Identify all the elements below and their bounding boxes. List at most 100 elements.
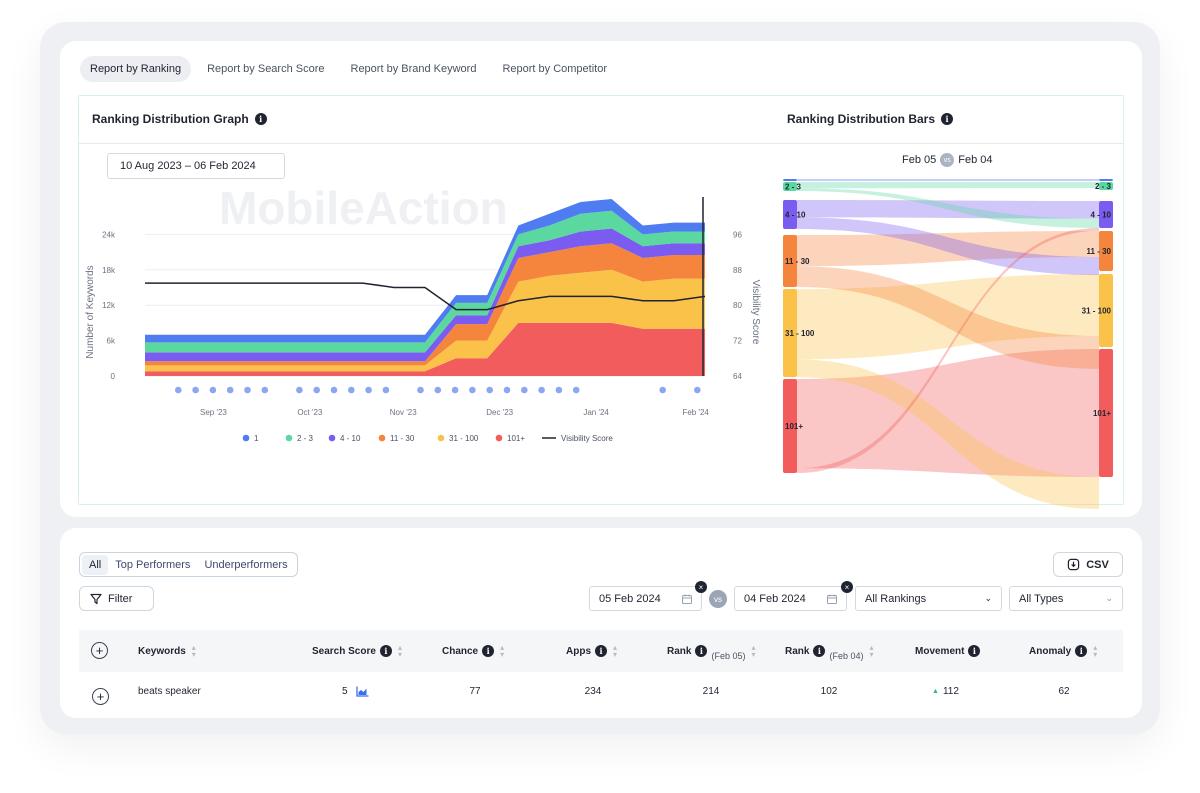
header-rank-a-label: Rank — [667, 645, 692, 657]
types-select[interactable]: All Types ⌄ — [1009, 586, 1123, 611]
sankey-right-node — [1099, 182, 1113, 190]
info-icon[interactable]: i — [813, 645, 826, 657]
chart-legend: 1 2 - 3 4 - 10 11 - 30 31 - 100 101+ Visibilit… — [242, 434, 613, 443]
cell-rank-b: 102 — [820, 686, 838, 697]
info-icon[interactable]: i — [941, 113, 954, 125]
card-header: Ranking Distribution Graph i Ranking Dis… — [79, 96, 1123, 144]
legend-dot — [242, 434, 250, 442]
sankey-right-node — [1099, 179, 1113, 181]
csv-button[interactable]: CSV — [1053, 552, 1123, 577]
types-value: All Types — [1019, 592, 1064, 605]
info-icon[interactable]: i — [379, 645, 392, 657]
y2-tick-label: 80 — [733, 301, 742, 310]
expand-row-icon[interactable]: + — [92, 688, 109, 705]
header-anomaly[interactable]: Anomaly i ▴ ▾ — [1029, 630, 1097, 672]
watermark-text: MobileAction — [219, 182, 508, 234]
header-rank-a[interactable]: Rank i (Feb 05) ▴ ▾ — [667, 630, 755, 672]
chevron-down-icon: ⌄ — [984, 593, 992, 603]
tab-report-by-competitor[interactable]: Report by Competitor — [502, 63, 607, 75]
sort-icon: ▴ ▾ — [869, 643, 874, 659]
date-a-input[interactable]: 05 Feb 2024 — [589, 586, 702, 611]
sankey-flow — [797, 359, 1099, 509]
annotation-marker — [555, 386, 563, 394]
sankey-flow — [797, 266, 1099, 369]
visibility-score-line — [145, 282, 706, 311]
sankey-right-label: 31 - 100 — [1082, 307, 1112, 316]
segment-underperformers[interactable]: Underperformers — [204, 558, 288, 571]
rankings-select[interactable]: All Rankings ⌄ — [855, 586, 1002, 611]
info-icon[interactable]: i — [1075, 645, 1088, 657]
sankey-flow — [797, 274, 1099, 360]
header-rank-b-date: (Feb 04) — [829, 651, 864, 661]
date-b-input[interactable]: 04 Feb 2024 — [734, 586, 847, 611]
header-apps[interactable]: Apps i ▴ ▾ — [566, 630, 617, 672]
header-movement[interactable]: Movement i — [915, 630, 981, 672]
trend-chart-icon[interactable] — [355, 686, 369, 697]
clear-date-b-icon[interactable]: × — [841, 581, 853, 593]
table-header: + Keywords ▴ ▾ Search Score i ▴ ▾ Chance i ▴ ▾ A… — [79, 630, 1123, 672]
info-icon[interactable]: i — [695, 645, 708, 657]
legend-dot — [437, 434, 445, 442]
y-axis-title: Number of Keywords — [85, 265, 96, 358]
keywords-panel: All Top Performers Underperformers CSV F… — [60, 528, 1142, 718]
tab-report-by-brand-keyword[interactable]: Report by Brand Keyword — [350, 63, 477, 75]
legend-dot — [285, 434, 293, 442]
bars-date-right: Feb 04 — [958, 154, 993, 166]
graph-date-range[interactable]: 10 Aug 2023 – 06 Feb 2024 — [107, 153, 285, 179]
x-tick-label: Oct '23 — [297, 408, 323, 417]
cell-keyword: beats speaker — [138, 686, 201, 697]
x-tick-label: Nov '23 — [390, 408, 417, 417]
sankey-flow — [797, 217, 1099, 275]
info-icon[interactable]: i — [968, 645, 981, 657]
annotation-marker — [365, 386, 372, 394]
sankey-left-node — [783, 179, 797, 181]
sankey-left-node — [783, 200, 797, 229]
calendar-icon — [682, 594, 692, 604]
sankey-right-label: 101+ — [1093, 409, 1111, 418]
header-keywords[interactable]: Keywords ▴ ▾ — [138, 630, 196, 672]
header-rank-a-date: (Feb 05) — [711, 651, 746, 661]
info-icon[interactable]: i — [595, 645, 607, 657]
sort-icon: ▴ ▾ — [613, 643, 618, 659]
header-keywords-label: Keywords — [138, 645, 186, 657]
header-chance[interactable]: Chance i ▴ ▾ — [442, 630, 504, 672]
segment-top-performers[interactable]: Top Performers — [115, 558, 191, 571]
info-icon[interactable]: i — [482, 645, 495, 657]
date-a-value: 05 Feb 2024 — [599, 592, 661, 605]
bars-title: Ranking Distribution Bars i — [787, 112, 954, 126]
tab-report-by-search-score[interactable]: Report by Search Score — [207, 63, 325, 75]
legend-label: 4 - 10 — [340, 434, 361, 443]
legend-label: 2 - 3 — [297, 434, 314, 443]
info-icon[interactable]: i — [254, 113, 267, 125]
sankey-left-label: 11 - 30 — [785, 257, 810, 266]
clear-date-a-icon[interactable]: × — [695, 581, 707, 593]
bars-date-compare: Feb 05 vs Feb 04 — [902, 153, 993, 167]
header-search-score-label: Search Score — [312, 645, 376, 657]
cell-chance: 77 — [469, 686, 481, 697]
sankey-left-label: 2 - 3 — [785, 183, 802, 192]
annotation-marker — [226, 386, 234, 394]
sankey-left-label: 4 - 10 — [785, 211, 806, 220]
tab-report-by-ranking[interactable]: Report by Ranking — [80, 56, 192, 82]
sankey-flow — [797, 349, 1099, 477]
area-series-31-100 — [145, 269, 705, 372]
expand-all-icon[interactable]: + — [91, 642, 108, 659]
annotation-marker — [572, 386, 580, 394]
header-rank-b[interactable]: Rank i (Feb 04) ▴ ▾ — [785, 630, 873, 672]
segment-all[interactable]: All — [82, 554, 109, 575]
sankey-right-label: 2 - 3 — [1095, 182, 1112, 191]
legend-label: Visibility Score — [561, 434, 613, 443]
annotation-marker — [348, 386, 355, 394]
ranking-distribution-graph: MobileAction 0 6k 12k 18k 24k 64 72 80 88 96 Sep '… — [85, 182, 761, 443]
y2-tick-label: 96 — [733, 230, 742, 239]
cell-movement-value: 112 — [942, 686, 959, 697]
sankey-flow — [797, 200, 1099, 219]
sort-icon: ▴ ▾ — [191, 643, 196, 659]
header-search-score[interactable]: Search Score i ▴ ▾ — [312, 630, 402, 672]
header-movement-label: Movement — [915, 645, 965, 657]
x-tick-label: Jan '24 — [583, 408, 609, 417]
y2-tick-label: 72 — [733, 337, 742, 346]
header-rank-b-label: Rank — [785, 645, 810, 657]
area-series-101+ — [145, 322, 705, 376]
filter-button[interactable]: Filter — [79, 586, 154, 611]
